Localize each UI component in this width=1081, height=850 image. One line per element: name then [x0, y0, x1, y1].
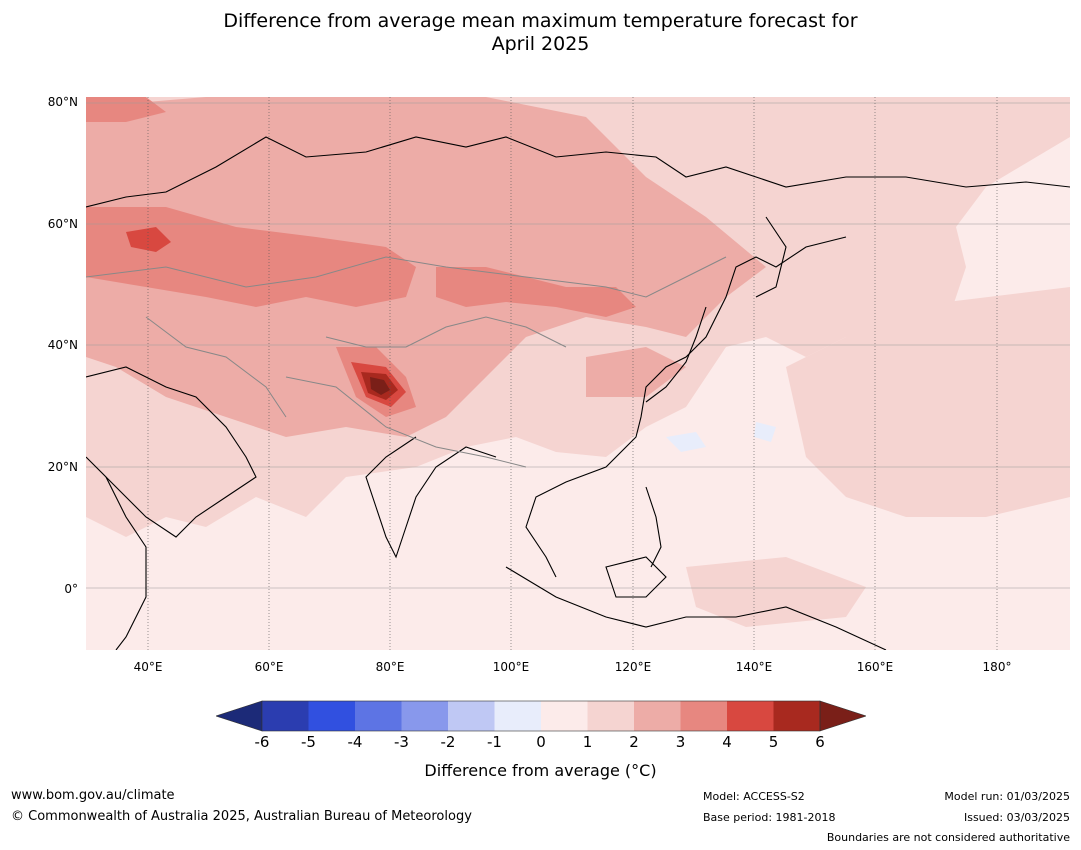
lon-label-180: 180°	[982, 660, 1012, 674]
colorbar-tick: 2	[629, 733, 639, 751]
forecast-map	[86, 97, 1070, 650]
colorbar-segment	[262, 701, 309, 731]
footer-url[interactable]: www.bom.gov.au/climate	[11, 788, 175, 803]
coastline-africa	[86, 456, 147, 650]
colorbar-segment	[634, 701, 681, 731]
anomaly-band-2-3	[86, 97, 766, 437]
longitude-grid	[147, 97, 998, 650]
colorbar-tick: -2	[440, 733, 456, 751]
border-russia-south	[86, 256, 727, 298]
colorbar-arrow-right	[819, 700, 867, 732]
footer-issued: Issued: 03/03/2025	[963, 811, 1070, 824]
colorbar-segment	[680, 701, 727, 731]
colorbar-segment	[494, 701, 541, 731]
country-borders	[86, 256, 727, 468]
coastline-arabia	[86, 366, 257, 538]
coastline-arctic	[86, 136, 1070, 208]
lon-label-80e: 80°E	[375, 660, 405, 674]
colorbar-segment	[308, 701, 355, 731]
anomaly-band-3-4-mongolia	[436, 267, 636, 317]
lat-label-0: 0°	[64, 582, 78, 596]
anomaly-band-1-2-indonesia	[686, 557, 866, 627]
footer-model-run: Model run: 01/03/2025	[944, 790, 1070, 803]
lat-label-80n: 80°N	[47, 95, 78, 109]
colorbar-arrow-left	[215, 700, 263, 732]
map-title-line-2: April 2025	[491, 33, 590, 55]
anomaly-band-3-4	[86, 207, 416, 307]
coastline-borneo	[605, 556, 667, 598]
lon-label-120e: 120°E	[614, 660, 652, 674]
colorbar-tick: -1	[487, 733, 502, 751]
coastline-east-asia	[525, 236, 847, 578]
latitude-grid	[86, 102, 1070, 589]
colorbar-tick: 5	[768, 733, 779, 751]
coastline-india	[365, 436, 497, 559]
anomaly-band-m1-0-pacific	[754, 422, 776, 442]
anomaly-band-above-6	[370, 377, 390, 395]
colorbar-segment	[541, 701, 588, 731]
colorbar-segment	[587, 701, 634, 731]
colorbar-tick: -3	[394, 733, 409, 751]
colorbar-tick: 6	[815, 733, 825, 751]
coastlines	[86, 136, 1070, 650]
lon-label-100e: 100°E	[492, 660, 530, 674]
map-title-line-1: Difference from average mean maximum tem…	[223, 10, 858, 32]
anomaly-band-1-2-pacific	[786, 287, 1070, 517]
coastline-indonesia	[505, 566, 887, 650]
colorbar-segment	[727, 701, 774, 731]
footer-model: Model: ACCESS-S2	[703, 790, 805, 803]
lat-label-60n: 60°N	[47, 217, 78, 231]
colorbar-segment	[355, 701, 402, 731]
colorbar-segment	[401, 701, 448, 731]
anomaly-band-2-3-east	[586, 347, 686, 397]
footer-disclaimer: Boundaries are not considered authoritat…	[826, 831, 1070, 844]
border-south-asia	[285, 376, 527, 468]
border-middle-east	[145, 316, 287, 418]
coastline-japan	[645, 306, 707, 403]
colorbar-tick: -5	[301, 733, 316, 751]
border-china-west	[325, 316, 567, 348]
coastline-kamchatka	[755, 216, 787, 298]
colorbar-tick: 1	[582, 733, 593, 751]
colorbar-tick: -6	[254, 733, 270, 751]
colorbar-label: Difference from average (°C)	[424, 761, 657, 780]
lon-label-140e: 140°E	[735, 660, 773, 674]
coastline-philippines	[645, 486, 662, 568]
colorbar-tick: 4	[722, 733, 732, 751]
colorbar	[215, 700, 867, 732]
colorbar-segment	[448, 701, 495, 731]
lon-label-40e: 40°E	[133, 660, 163, 674]
colorbar-svg	[215, 700, 867, 732]
lat-label-40n: 40°N	[47, 338, 78, 352]
lat-label-20n: 20°N	[47, 460, 78, 474]
colorbar-tick: -4	[347, 733, 363, 751]
colorbar-segment	[773, 701, 820, 731]
footer-base-period: Base period: 1981-2018	[703, 811, 836, 824]
anomaly-band-4-5	[126, 227, 171, 252]
colorbar-tick: 0	[536, 733, 546, 751]
colorbar-outline	[261, 700, 821, 732]
colorbar-tick: 3	[675, 733, 686, 751]
lon-label-60e: 60°E	[254, 660, 284, 674]
anomaly-band-m1-0-japan	[666, 432, 706, 452]
lon-label-160e: 160°E	[856, 660, 894, 674]
forecast-map-svg	[86, 97, 1070, 650]
footer-copyright: © Commonwealth of Australia 2025, Austra…	[11, 809, 472, 824]
